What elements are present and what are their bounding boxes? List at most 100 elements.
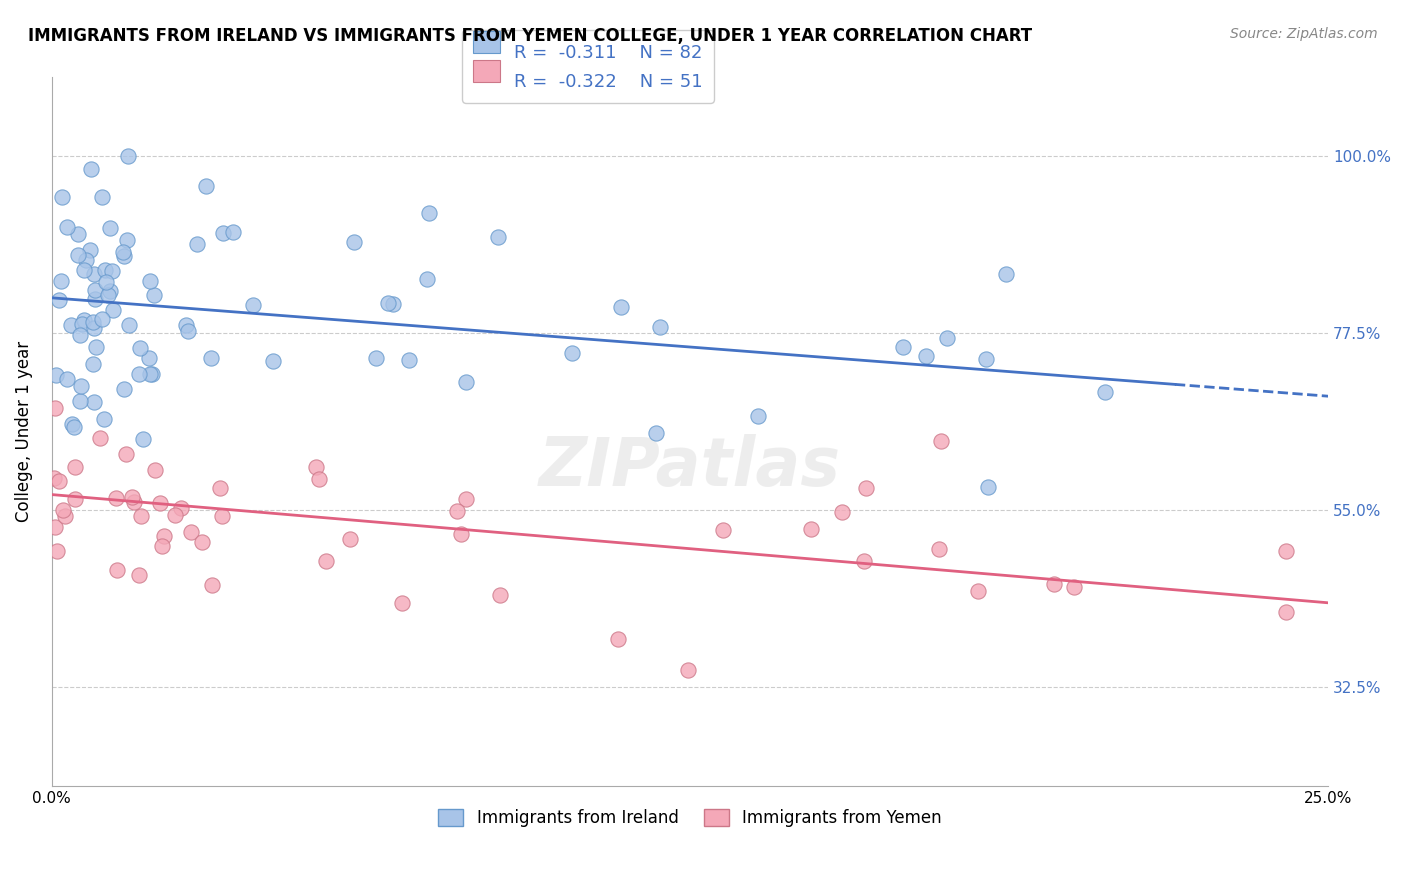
Point xyxy=(149,496,172,510)
Point xyxy=(308,472,330,486)
Point xyxy=(105,563,128,577)
Point xyxy=(128,367,150,381)
Point xyxy=(450,526,472,541)
Point xyxy=(177,324,200,338)
Point xyxy=(416,272,439,286)
Point xyxy=(82,315,104,329)
Point xyxy=(101,264,124,278)
Point xyxy=(114,249,136,263)
Point xyxy=(139,367,162,381)
Point xyxy=(211,508,233,523)
Point xyxy=(63,420,86,434)
Point xyxy=(150,539,173,553)
Point xyxy=(53,509,76,524)
Point xyxy=(488,588,510,602)
Point xyxy=(366,351,388,365)
Point xyxy=(190,535,212,549)
Point xyxy=(138,351,160,365)
Point xyxy=(101,303,124,318)
Point xyxy=(60,318,83,332)
Point xyxy=(132,432,155,446)
Point xyxy=(153,529,176,543)
Point xyxy=(262,354,284,368)
Point xyxy=(49,274,72,288)
Point xyxy=(91,312,114,326)
Point xyxy=(446,504,468,518)
Text: Source: ZipAtlas.com: Source: ZipAtlas.com xyxy=(1230,27,1378,41)
Point xyxy=(994,267,1017,281)
Point xyxy=(48,474,70,488)
Point xyxy=(800,522,823,536)
Point xyxy=(382,297,405,311)
Point xyxy=(56,219,79,234)
Point xyxy=(83,321,105,335)
Text: ZIPatlas: ZIPatlas xyxy=(538,434,841,500)
Point xyxy=(73,313,96,327)
Point xyxy=(94,263,117,277)
Point xyxy=(67,248,90,262)
Point xyxy=(610,300,633,314)
Point xyxy=(84,292,107,306)
Point xyxy=(212,226,235,240)
Point xyxy=(70,317,93,331)
Legend: Immigrants from Ireland, Immigrants from Yemen: Immigrants from Ireland, Immigrants from… xyxy=(432,803,948,834)
Point xyxy=(747,409,769,424)
Point xyxy=(44,520,66,534)
Point xyxy=(63,492,86,507)
Point xyxy=(96,275,118,289)
Point xyxy=(141,367,163,381)
Point xyxy=(831,505,853,519)
Point xyxy=(79,162,101,177)
Point xyxy=(111,245,134,260)
Point xyxy=(48,293,70,307)
Point xyxy=(84,283,107,297)
Point xyxy=(121,490,143,504)
Point xyxy=(163,508,186,523)
Point xyxy=(418,206,440,220)
Point xyxy=(82,357,104,371)
Point xyxy=(89,431,111,445)
Point xyxy=(180,524,202,539)
Point xyxy=(606,632,628,646)
Point xyxy=(55,372,77,386)
Point xyxy=(112,382,135,396)
Point xyxy=(1063,581,1085,595)
Point xyxy=(893,341,915,355)
Point xyxy=(315,554,337,568)
Point xyxy=(1094,385,1116,400)
Point xyxy=(79,243,101,257)
Point xyxy=(929,434,952,448)
Point xyxy=(98,221,121,235)
Point xyxy=(377,295,399,310)
Point xyxy=(974,352,997,367)
Point xyxy=(93,412,115,426)
Point xyxy=(83,395,105,409)
Point xyxy=(69,328,91,343)
Point xyxy=(853,554,876,568)
Point xyxy=(242,298,264,312)
Point xyxy=(343,235,366,249)
Point xyxy=(1275,605,1298,619)
Point xyxy=(44,401,66,415)
Point xyxy=(98,284,121,298)
Point xyxy=(44,471,66,485)
Point xyxy=(128,568,150,582)
Point xyxy=(915,349,938,363)
Point xyxy=(391,596,413,610)
Point xyxy=(186,237,208,252)
Point xyxy=(200,351,222,365)
Point xyxy=(209,481,232,495)
Point xyxy=(69,394,91,409)
Point xyxy=(97,287,120,301)
Point xyxy=(174,318,197,333)
Point xyxy=(83,267,105,281)
Point xyxy=(75,253,97,268)
Point xyxy=(977,480,1000,494)
Point xyxy=(115,233,138,247)
Point xyxy=(139,275,162,289)
Point xyxy=(45,368,67,382)
Point xyxy=(84,340,107,354)
Point xyxy=(143,463,166,477)
Point xyxy=(1043,576,1066,591)
Point xyxy=(339,532,361,546)
